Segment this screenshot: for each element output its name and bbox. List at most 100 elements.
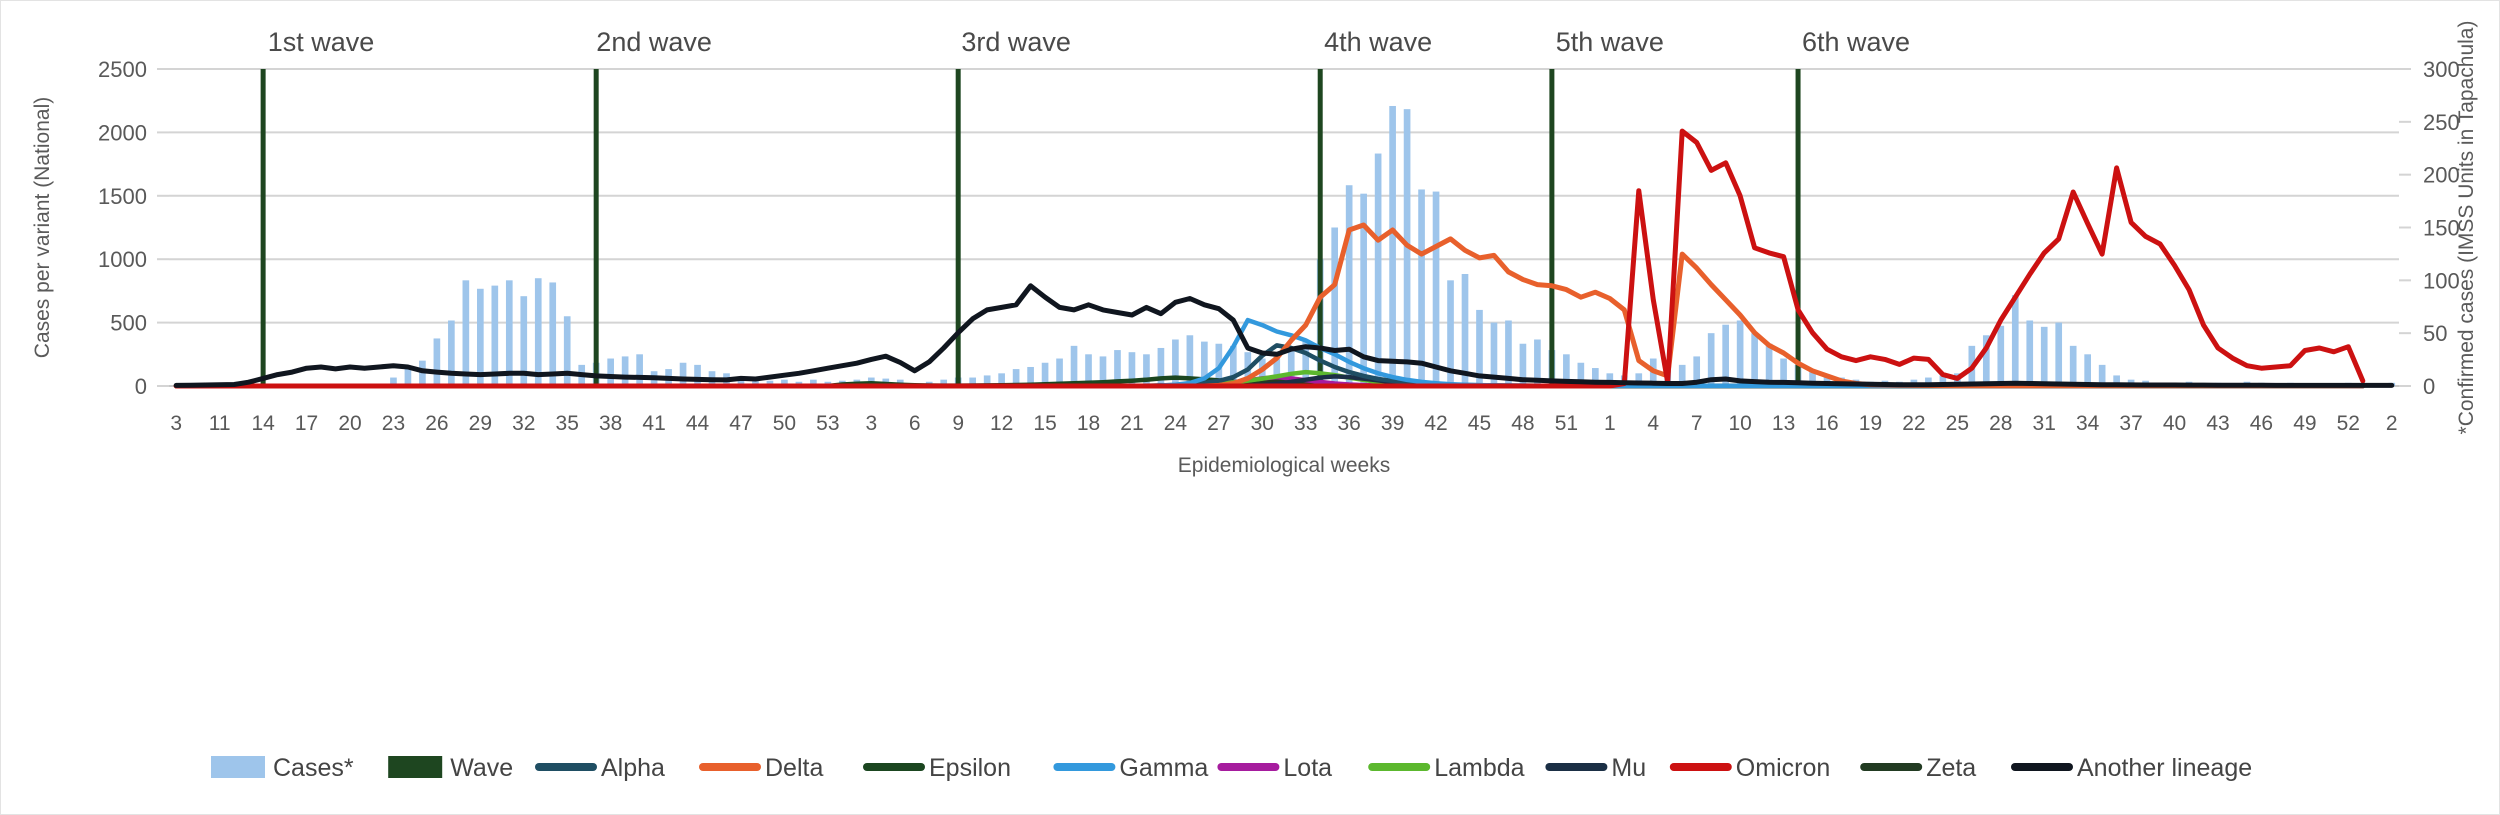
y-right-tick-label: 100 <box>2423 268 2460 293</box>
bar <box>983 375 991 386</box>
legend-item-lambda[interactable]: Lambda <box>1368 754 1525 782</box>
x-tick-label: 44 <box>686 412 710 435</box>
x-tick-label: 13 <box>1772 412 1795 435</box>
legend-item-alpha[interactable]: Alpha <box>535 754 665 782</box>
legend-item-another-lineage[interactable]: Another lineage <box>2011 754 2252 782</box>
legend-item-lota[interactable]: Lota <box>1217 754 1332 782</box>
x-tick-label: 39 <box>1381 412 1404 435</box>
legend-item-delta[interactable]: Delta <box>699 754 823 782</box>
y-left-tick-label: 0 <box>135 374 147 399</box>
bar <box>1925 377 1932 386</box>
bar <box>1505 320 1512 386</box>
bar <box>419 360 426 386</box>
bar <box>1678 364 1686 386</box>
legend-label-mu: Mu <box>1611 754 1646 782</box>
x-tick-label: 24 <box>1164 412 1188 435</box>
legend-item-cases[interactable]: Cases* <box>211 754 354 782</box>
bar <box>766 380 774 386</box>
bar <box>752 378 759 386</box>
bar <box>1345 185 1353 386</box>
y-right-tick-label: 200 <box>2423 163 2460 188</box>
x-tick-label: 53 <box>816 412 839 435</box>
x-tick-label: 3 <box>170 412 182 435</box>
x-tick-label: 38 <box>599 412 622 435</box>
bar <box>621 356 629 386</box>
y-right-tick-label: 50 <box>2423 321 2447 346</box>
bar <box>1563 354 1570 386</box>
x-tick-label: 51 <box>1555 412 1578 435</box>
legend-item-omicron[interactable]: Omicron <box>1669 754 1830 782</box>
legend-item-wave[interactable]: Wave <box>388 754 513 782</box>
bar <box>390 377 397 386</box>
bar <box>737 376 745 386</box>
x-tick-label: 31 <box>2033 412 2056 435</box>
bar <box>607 358 614 386</box>
bar <box>1606 373 1614 386</box>
x-tick-label: 50 <box>773 412 796 435</box>
x-tick-label: 11 <box>209 412 231 435</box>
y-axis-right: 0 50 100 150 200 250 300*Confirmed cases (IMSS… <box>2399 21 2478 435</box>
legend-label-another-lineage: Another lineage <box>2077 754 2252 782</box>
bar <box>940 379 948 386</box>
legend-label-lota: Lota <box>1283 754 1332 782</box>
y-left-tick-label: 2000 <box>98 120 147 145</box>
bar <box>1041 362 1049 386</box>
bar <box>1201 341 1208 386</box>
bar <box>2113 375 2120 386</box>
x-tick-label: 22 <box>1902 412 1925 435</box>
x-tick-label: 14 <box>251 412 275 435</box>
x-tick-label: 27 <box>1207 412 1230 435</box>
y-axis-right-title: *Confirmed cases (IMSS Units in Tapachul… <box>2455 21 2478 435</box>
x-tick-label: 52 <box>2337 412 2360 435</box>
legend-item-epsilon[interactable]: Epsilon <box>863 754 1011 782</box>
bar <box>1360 193 1367 386</box>
legend-item-mu[interactable]: Mu <box>1545 754 1646 782</box>
y-right-tick-label: 300 <box>2423 57 2460 82</box>
legend-label-epsilon: Epsilon <box>929 754 1011 782</box>
wave-markers <box>260 69 1801 386</box>
bar <box>1418 189 1425 386</box>
legend-item-zeta[interactable]: Zeta <box>1860 754 1976 782</box>
x-tick-label: 42 <box>1424 412 1447 435</box>
bar <box>491 285 499 386</box>
x-tick-label: 10 <box>1728 412 1751 435</box>
x-tick-label: 41 <box>642 412 665 435</box>
x-tick-label: 48 <box>1511 412 1534 435</box>
bar <box>1229 345 1237 386</box>
bar <box>1143 354 1150 386</box>
bar <box>1736 320 1744 386</box>
bar <box>1287 347 1295 386</box>
bar <box>781 379 788 386</box>
legend-label-alpha: Alpha <box>601 754 665 782</box>
x-tick-label: 3 <box>865 412 877 435</box>
y-left-tick-label: 1000 <box>98 247 147 272</box>
bar <box>1157 347 1165 386</box>
y-left-tick-label: 1500 <box>98 184 147 209</box>
bar <box>448 320 455 386</box>
legend-label-cases: Cases* <box>273 754 354 782</box>
bar <box>1012 369 1020 386</box>
wave-label: 3rd wave <box>961 27 1071 57</box>
legend-item-gamma[interactable]: Gamma <box>1053 754 1208 782</box>
bar <box>694 364 701 386</box>
bars-cases <box>375 105 2396 387</box>
bar <box>433 338 441 386</box>
bar <box>563 316 571 386</box>
legend-swatch-wave <box>388 756 443 778</box>
bar <box>477 288 484 386</box>
bar <box>1302 341 1310 386</box>
x-tick-label: 28 <box>1989 412 2012 435</box>
x-tick-label: 34 <box>2076 412 2100 435</box>
bar <box>1823 375 1831 386</box>
bar <box>1447 280 1454 386</box>
bar <box>1534 339 1541 386</box>
y-right-tick-label: 250 <box>2423 110 2460 135</box>
legend-label-wave: Wave <box>450 754 513 782</box>
x-tick-label: 7 <box>1691 412 1703 435</box>
x-tick-label: 15 <box>1033 412 1056 435</box>
x-tick-label: 45 <box>1468 412 1491 435</box>
legend-label-gamma: Gamma <box>1119 754 1208 782</box>
bar <box>1577 362 1585 386</box>
bar <box>1027 366 1034 386</box>
